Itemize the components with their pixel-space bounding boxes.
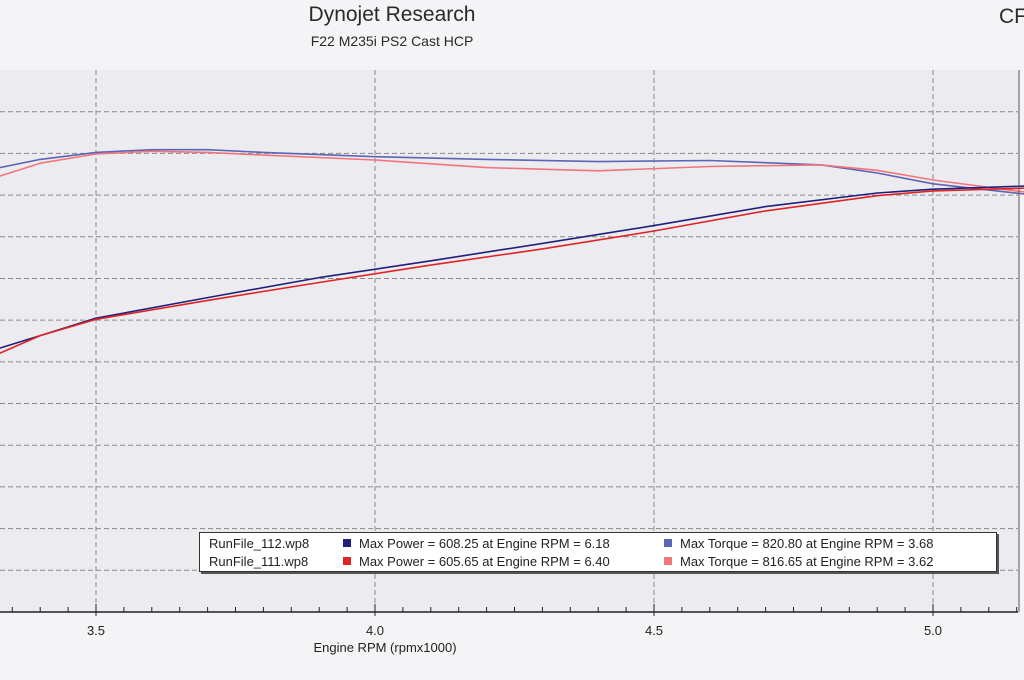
legend-max-power: Max Power = 608.25 at Engine RPM = 6.18 [359,536,610,551]
x-axis-label: Engine RPM (rpmx1000) [313,640,457,655]
legend-power-swatch [343,539,351,547]
series-line-torque-RunFile_112.wp8 [0,148,1024,195]
legend-torque-swatch [664,539,672,547]
legend-power-swatch [343,557,351,565]
legend-max-power: Max Power = 605.65 at Engine RPM = 6.40 [359,554,610,569]
legend-row: RunFile_111.wp8 Max Power = 605.65 at En… [200,552,996,570]
series-line-power-RunFile_112.wp8 [0,185,1024,349]
x-tick-label: 3.5 [87,623,105,638]
chart-subtitle: F22 M235i PS2 Cast HCP [310,33,474,49]
legend-torque-swatch [664,557,672,565]
chart-title: Dynojet Research [308,3,476,26]
legend-row: RunFile_112.wp8 Max Power = 608.25 at En… [200,534,996,552]
x-tick-label: 5.0 [924,623,942,638]
series-lines [0,148,1024,355]
x-tick-label: 4.5 [645,623,663,638]
legend-max-torque: Max Torque = 820.80 at Engine RPM = 3.68 [680,536,934,551]
x-tick-label: 4.0 [366,623,384,638]
legend-file-name: RunFile_111.wp8 [209,554,309,569]
legend-file-name: RunFile_112.wp8 [209,536,310,551]
x-axis: 3.54.04.55.05.56.06.5 [0,70,1020,638]
legend: RunFile_112.wp8 Max Power = 608.25 at En… [199,532,997,572]
corner-label: CF [999,5,1024,28]
series-line-torque-RunFile_111.wp8 [0,150,1024,193]
series-line-power-RunFile_111.wp8 [0,187,1024,355]
legend-max-torque: Max Torque = 816.65 at Engine RPM = 3.62 [680,554,934,569]
